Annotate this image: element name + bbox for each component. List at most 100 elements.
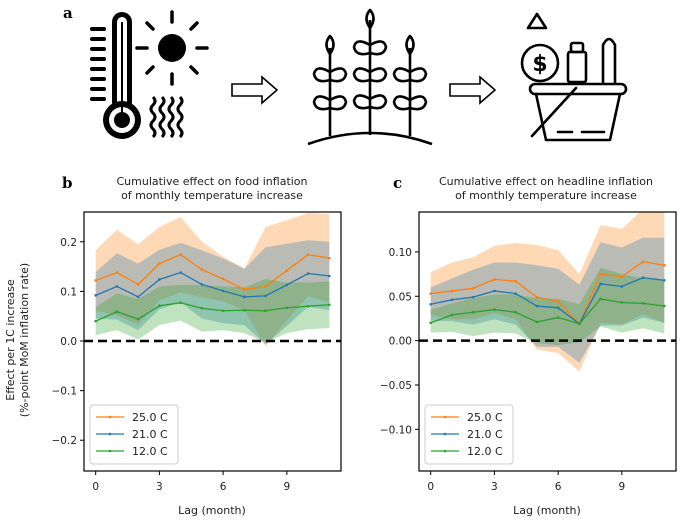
data-point: [620, 285, 624, 288]
plot-area: [84, 212, 341, 346]
data-point: [493, 278, 496, 281]
legend-box: [89, 404, 179, 465]
data-point: [243, 308, 246, 312]
data-point: [94, 279, 97, 282]
data-point: [158, 262, 161, 265]
series-line: [95, 253, 330, 291]
x-tick-label: 0: [92, 481, 99, 493]
y-tick-label: −0.1: [52, 386, 78, 398]
y-tick-label: −0.05: [380, 380, 412, 392]
data-point: [429, 321, 432, 325]
data-point: [641, 302, 645, 305]
data-point: [158, 278, 161, 281]
food-inflation-chart: −0.2 −0.1 0.0 0.1 0.2 0 3 6 9 25.0 C 21.0 C 12.0 C: [52, 211, 342, 493]
legend: 25.0 C 21.0 C 12.0 C: [424, 404, 514, 465]
data-point: [620, 275, 624, 279]
y-tick-label: −0.2: [52, 435, 78, 447]
legend-marker: [108, 449, 112, 453]
data-point: [136, 283, 140, 286]
crops-plants-icon: [307, 8, 433, 146]
legend-marker: [443, 432, 447, 436]
y-tick-label: −0.10: [380, 424, 412, 436]
y-tick-label: 0.05: [389, 291, 412, 303]
data-point: [556, 306, 560, 310]
data-point: [493, 308, 496, 311]
legend-marker: [443, 415, 447, 419]
panel-label-b: b: [62, 174, 73, 192]
y-tick-label: 0.0: [60, 336, 77, 348]
y-axis-label-line2: (%-point MoM inflation rate): [18, 263, 31, 417]
data-point: [328, 303, 331, 307]
y-tick-label: 0.2: [60, 237, 77, 249]
data-point: [514, 292, 517, 295]
legend-marker: [108, 432, 112, 436]
series-line: [430, 260, 665, 325]
data-point: [264, 294, 267, 298]
data-point: [429, 292, 432, 295]
data-point: [221, 289, 225, 293]
panel-label-a: a: [63, 4, 73, 22]
data-point: [179, 253, 182, 256]
series-line: [95, 302, 330, 322]
data-point: [514, 279, 517, 283]
data-point: [578, 322, 581, 326]
x-tick-label: 9: [618, 481, 625, 493]
data-point: [328, 256, 331, 260]
legend-label: 21.0 C: [132, 428, 168, 441]
data-point: [285, 306, 289, 310]
data-point: [450, 313, 454, 317]
data-point: [285, 283, 289, 287]
x-tick-label: 6: [555, 481, 562, 493]
confidence-band-25-0-C: [95, 212, 330, 346]
data-point: [599, 297, 602, 301]
confidence-band-25-0-C: [430, 212, 665, 372]
data-point: [641, 276, 645, 279]
grocery-basket-price-icon: $: [520, 12, 628, 142]
data-point: [115, 285, 119, 288]
legend-marker: [108, 415, 112, 419]
data-point: [429, 302, 432, 306]
legend-marker: [443, 449, 447, 453]
data-point: [556, 300, 560, 303]
data-point: [450, 289, 454, 293]
data-point: [94, 319, 97, 323]
thermometer-sun-heat-icon: [90, 10, 209, 139]
confidence-band-21-0-C: [430, 237, 665, 363]
data-point: [328, 274, 331, 278]
x-tick-label: 0: [427, 481, 434, 493]
data-point: [663, 278, 666, 282]
legend-label: 12.0 C: [132, 445, 168, 458]
data-point: [136, 295, 140, 299]
dollar-sign: $: [532, 52, 547, 77]
data-point: [599, 282, 602, 286]
data-point: [535, 320, 539, 324]
x-axis-label: Lag (month): [513, 504, 581, 517]
plot-area: [419, 212, 676, 372]
data-point: [115, 310, 119, 314]
data-point: [221, 309, 225, 313]
data-point: [285, 269, 289, 272]
data-point: [663, 304, 666, 308]
data-point: [243, 295, 246, 299]
data-point: [514, 310, 517, 314]
legend-box: [424, 404, 514, 465]
data-point: [200, 268, 204, 271]
y-tick-label: 0.1: [60, 286, 77, 298]
data-point: [264, 285, 267, 288]
data-point: [663, 263, 666, 267]
headline-inflation-chart: −0.10 −0.05 0.00 0.05 0.10 0 3 6 9 25.0 C 21.0 C 12…: [380, 211, 677, 493]
data-point: [599, 272, 602, 276]
data-point: [620, 301, 624, 304]
legend-label: 12.0 C: [467, 445, 503, 458]
y-tick-label: 0.00: [389, 336, 412, 348]
chart-title-line2: of monthly temperature increase: [121, 189, 303, 202]
panel-label-c: c: [393, 174, 402, 192]
series-line: [430, 298, 665, 325]
x-axis-label: Lag (month): [178, 504, 246, 517]
data-point: [115, 271, 119, 274]
data-point: [179, 271, 182, 274]
data-point: [641, 260, 645, 263]
arrow-right-icon: [449, 75, 497, 105]
data-point: [94, 294, 97, 297]
